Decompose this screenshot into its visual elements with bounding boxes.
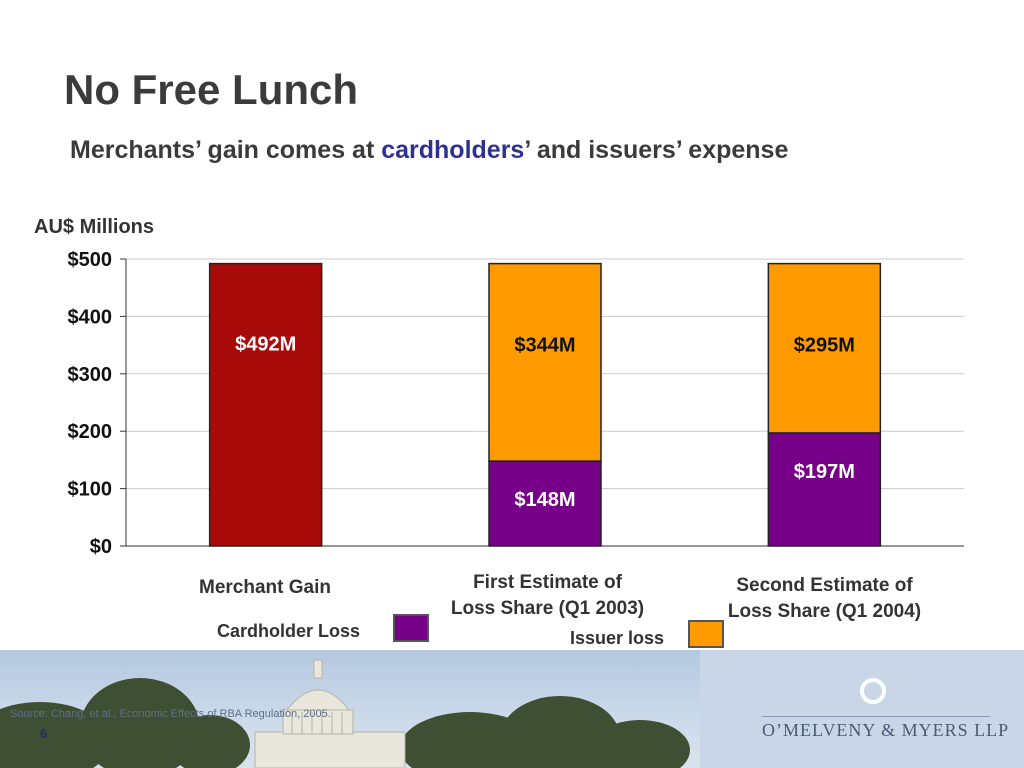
page-number: 6 [40, 726, 48, 741]
category-label-first-estimate: First Estimate of Loss Share (Q1 2003) [435, 570, 660, 622]
bar-segment [488, 262, 602, 462]
source-citation: Source: Chang, et al., Economic Effects … [10, 708, 331, 720]
category-label-line: Loss Share (Q1 2004) [727, 601, 922, 622]
slide-subtitle: Merchants’ gain comes at cardholders’ an… [70, 136, 788, 165]
legend-swatch-issuer-loss [688, 620, 724, 648]
firm-logo-icon [860, 678, 886, 704]
slide-title: No Free Lunch [64, 66, 359, 113]
y-tick-label: $100 [68, 479, 113, 501]
footer-banner: Source: Chang, et al., Economic Effects … [0, 650, 1024, 768]
bar-value-label: $295M [794, 335, 855, 357]
bar-segment [767, 262, 882, 434]
category-label-line: Loss Share (Q1 2003) [450, 598, 645, 619]
legend-label-cardholder-loss: Cardholder Loss [217, 621, 361, 641]
y-axis-title: AU$ Millions [34, 216, 154, 238]
subtitle-tail: ’ and issuers’ expense [524, 136, 789, 164]
bar-value-label: $344M [514, 335, 575, 357]
capitol-skyline-image [0, 650, 1024, 768]
category-label-second-estimate: Second Estimate of Loss Share (Q1 2004) [712, 573, 937, 625]
stacked-bar-chart: AU$ Millions $0 $100 $200 $300 $400 $500 $492M $… [34, 216, 964, 558]
category-label-line: First Estimate of [473, 572, 622, 593]
subtitle-accent: cardholders [381, 136, 525, 164]
category-label-merchant-gain: Merchant Gain [185, 575, 345, 601]
y-tick-label: $400 [68, 306, 113, 328]
bar-segment [767, 432, 882, 547]
firm-name: O’MELVENY & MYERS LLP [762, 720, 1010, 740]
bar-value-label: $197M [794, 461, 855, 483]
bar-value-label: $492M [235, 334, 296, 356]
y-tick-label: $0 [90, 536, 112, 558]
bar-segment [208, 262, 323, 547]
y-tick-label: $500 [68, 249, 113, 271]
category-label-line: Merchant Gain [199, 577, 331, 598]
legend-swatch-cardholder-loss [393, 614, 429, 642]
y-tick-label: $200 [68, 421, 113, 443]
bar-value-label: $148M [514, 489, 575, 511]
firm-divider [762, 716, 990, 717]
y-tick-label: $300 [68, 364, 113, 386]
legend-label-issuer-loss: Issuer loss [570, 628, 665, 648]
subtitle-lead: Merchants’ gain comes at [70, 136, 382, 164]
category-label-line: Second Estimate of [736, 575, 913, 596]
